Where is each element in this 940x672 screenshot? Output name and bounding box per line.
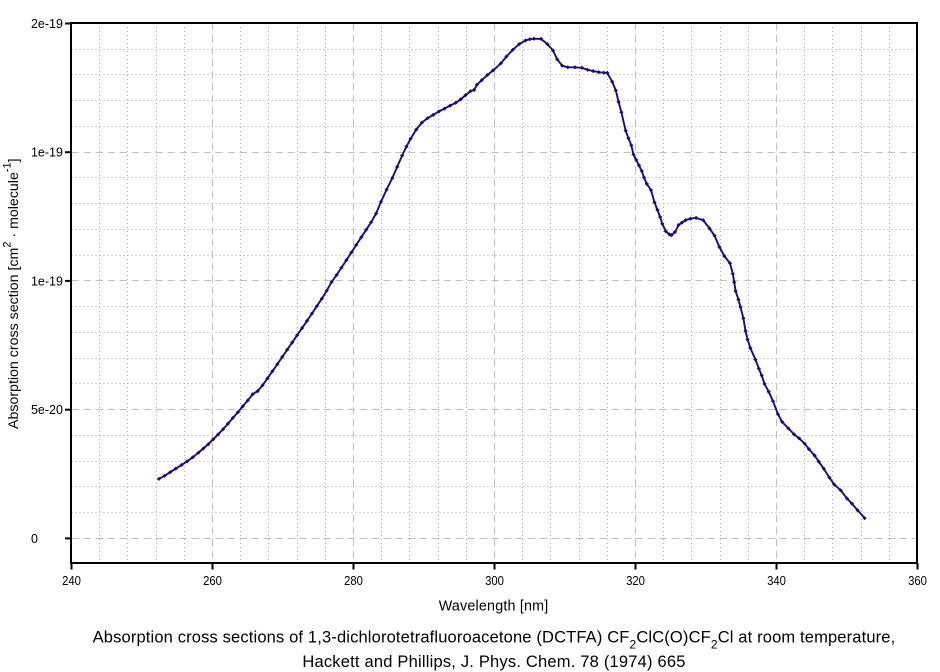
svg-text:280: 280: [344, 573, 363, 588]
svg-text:Absorption cross section [cm2: Absorption cross section [cm2 · molecule…: [2, 158, 22, 429]
svg-text:5e-20: 5e-20: [31, 402, 63, 417]
svg-text:Hackett and Phillips, J. Phys.: Hackett and Phillips, J. Phys. Chem. 78 …: [302, 653, 685, 671]
svg-text:Absorption cross sections of 1: Absorption cross sections of 1,3-dichlor…: [93, 629, 896, 652]
svg-text:240: 240: [62, 573, 81, 588]
svg-text:340: 340: [767, 573, 786, 588]
svg-text:320: 320: [626, 573, 645, 588]
svg-text:Wavelength [nm]: Wavelength [nm]: [439, 599, 549, 615]
svg-text:260: 260: [203, 573, 222, 588]
svg-text:300: 300: [485, 573, 504, 588]
svg-text:0: 0: [31, 531, 38, 546]
svg-text:1e-19: 1e-19: [31, 273, 63, 288]
svg-text:360: 360: [908, 573, 927, 588]
svg-text:1e-19: 1e-19: [31, 144, 63, 159]
svg-text:2e-19: 2e-19: [31, 16, 63, 31]
